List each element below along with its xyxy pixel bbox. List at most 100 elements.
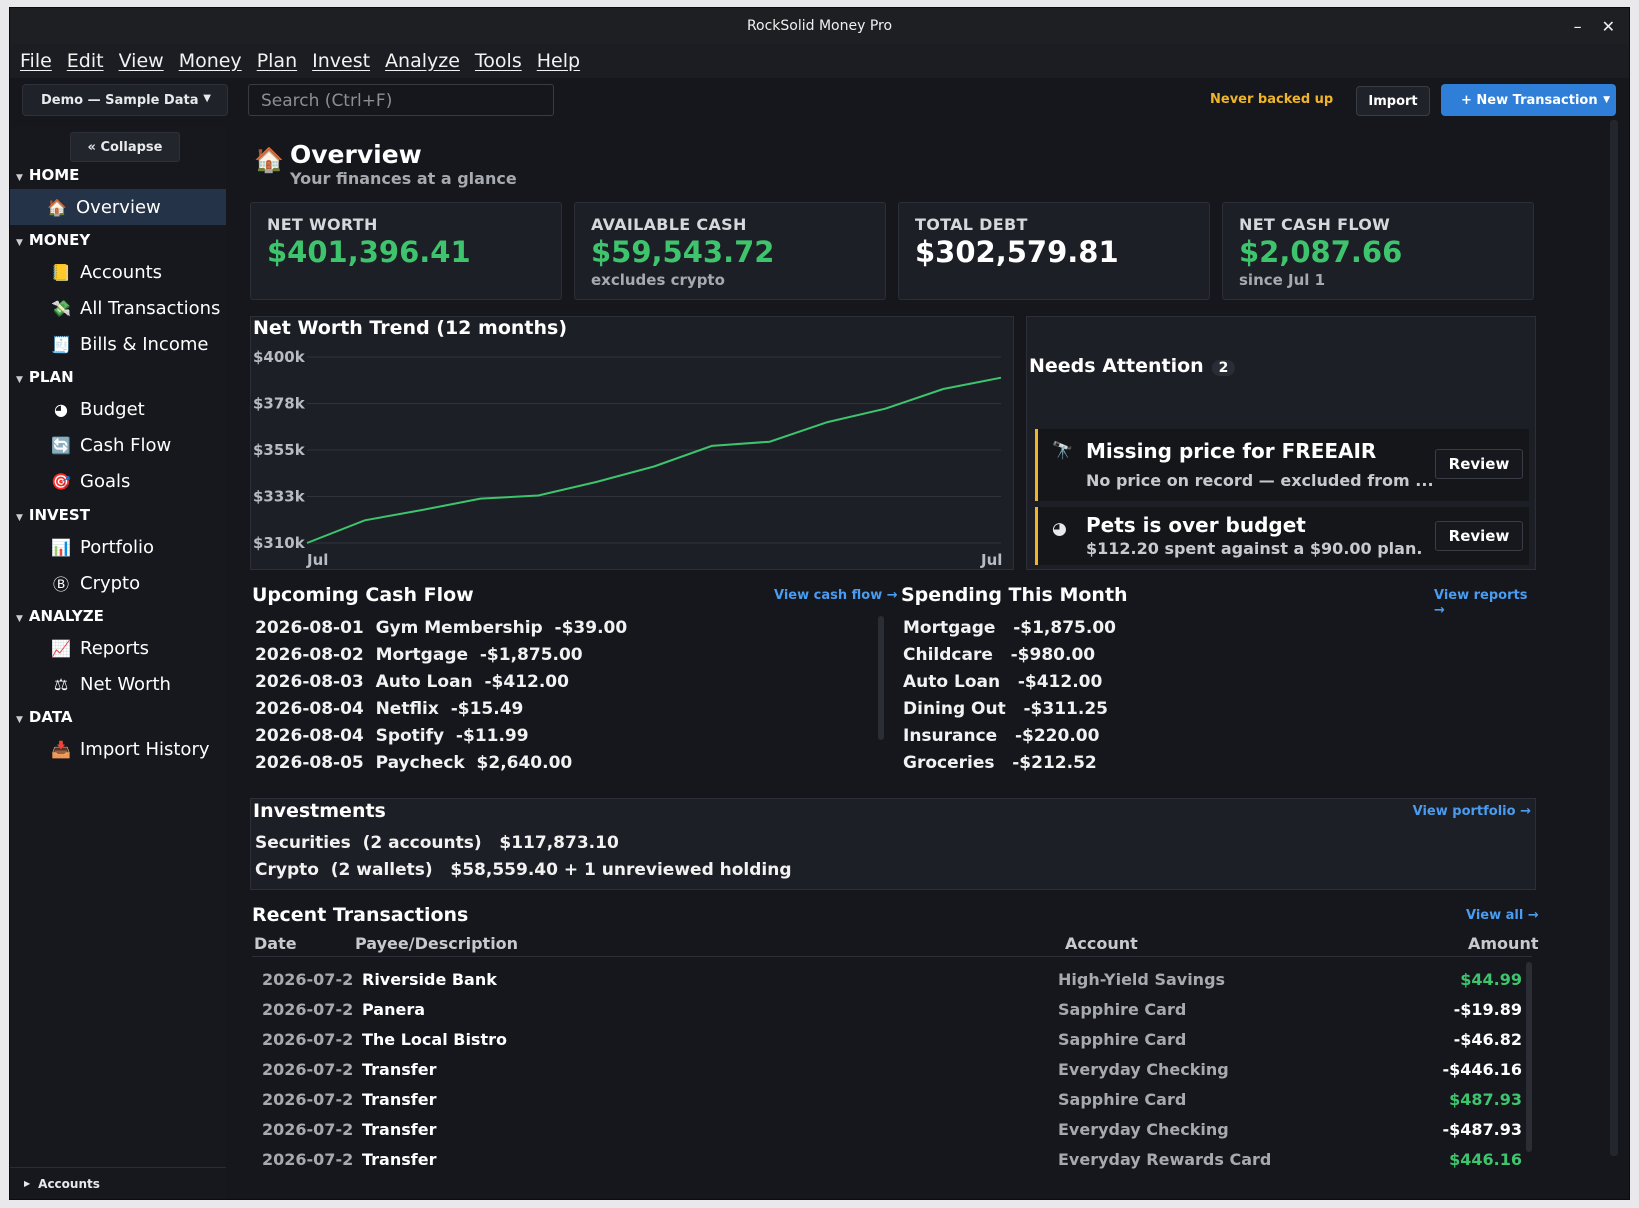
collapse-button[interactable]: « Collapse xyxy=(70,132,180,162)
spending-row: Childcare -$980.00 xyxy=(903,645,1096,665)
menu-edit[interactable]: Edit xyxy=(66,50,104,72)
x-tick-label: Jul xyxy=(980,551,1002,569)
section-analyze[interactable]: ▼ ANALYZE xyxy=(16,607,104,625)
kpi-label: AVAILABLE CASH xyxy=(591,215,747,234)
tx-account: Everyday Checking xyxy=(1058,1060,1229,1079)
kpi-net-worth[interactable]: NET WORTH $401,396.41 xyxy=(250,202,562,300)
table-row[interactable]: 2026-07-26 Panera Sapphire Card -$19.89 xyxy=(254,994,1522,1024)
sidebar-accounts-footer[interactable]: ▶ Accounts xyxy=(10,1167,226,1199)
kpi-total-debt[interactable]: TOTAL DEBT $302,579.81 xyxy=(898,202,1210,300)
section-home[interactable]: ▼ HOME xyxy=(16,166,79,184)
sidebar-item-portfolio[interactable]: 📊 Portfolio xyxy=(10,529,226,565)
cycle-icon: 🔄 xyxy=(51,435,71,455)
review-button[interactable]: Review xyxy=(1435,521,1523,551)
tx-account: High-Yield Savings xyxy=(1058,970,1226,989)
section-money[interactable]: ▼ MONEY xyxy=(16,231,90,249)
spending-row: Groceries -$212.52 xyxy=(903,753,1097,773)
kpi-net-cash-flow[interactable]: NET CASH FLOW $2,087.66 since Jul 1 xyxy=(1222,202,1534,300)
window-title: RockSolid Money Pro xyxy=(746,18,893,34)
tx-payee: Transfer xyxy=(362,1090,437,1109)
pie-chart-icon: ◕ xyxy=(1052,519,1067,539)
section-label: ANALYZE xyxy=(28,607,104,625)
spending-row: Mortgage -$1,875.00 xyxy=(903,618,1116,638)
table-row[interactable]: 2026-07-24 Transfer Sapphire Card $487.93 xyxy=(254,1084,1522,1114)
new-transaction-button[interactable]: + New Transaction ▼ xyxy=(1441,84,1616,116)
section-plan[interactable]: ▼ PLAN xyxy=(16,368,74,386)
profile-selector[interactable]: Demo — Sample Data ▼ xyxy=(22,84,228,116)
table-row[interactable]: 2026-07-26 The Local Bistro Sapphire Card -… xyxy=(254,1024,1522,1054)
y-tick-label: $333k xyxy=(253,488,306,506)
view-all-link[interactable]: View all → xyxy=(1466,908,1539,923)
menu-file[interactable]: File xyxy=(20,50,52,72)
table-row[interactable]: 2026-07-28 Riverside Bank High-Yield Savin… xyxy=(254,964,1522,994)
kpi-sub: since Jul 1 xyxy=(1239,271,1326,289)
menu-invest[interactable]: Invest xyxy=(312,50,371,72)
search-input[interactable]: Search (Ctrl+F) xyxy=(248,84,554,116)
chevron-down-icon[interactable]: ▼ xyxy=(1603,95,1610,105)
sidebar-item-label: Portfolio xyxy=(80,536,155,558)
sidebar-item-import-history[interactable]: 📥 Import History xyxy=(10,731,226,767)
col-account-header[interactable]: Account xyxy=(1065,934,1138,953)
sidebar-item-reports[interactable]: 📈 Reports xyxy=(10,630,226,666)
table-row[interactable]: 2026-07-24 Transfer Everyday Checking -$446… xyxy=(254,1054,1522,1084)
sidebar-item-accounts[interactable]: 📒 Accounts xyxy=(10,254,226,290)
kpi-available-cash[interactable]: AVAILABLE CASH $59,543.72 excludes crypt… xyxy=(574,202,886,300)
close-icon[interactable]: ✕ xyxy=(1601,16,1615,36)
sidebar-item-crypto[interactable]: Ⓑ Crypto xyxy=(10,565,226,601)
bar-chart-icon: 📊 xyxy=(51,537,71,557)
backup-status[interactable]: Never backed up xyxy=(1210,92,1334,107)
table-row[interactable]: 2026-07-24 Transfer Everyday Checking -$487… xyxy=(254,1114,1522,1144)
menu-help[interactable]: Help xyxy=(536,50,581,72)
table-row[interactable]: 2026-07-24 Transfer Everyday Rewards Card $… xyxy=(254,1144,1522,1174)
x-tick-label: Jul xyxy=(306,551,328,569)
menu-bar: File Edit View Money Plan Invest Analyze… xyxy=(10,44,1629,79)
menu-plan[interactable]: Plan xyxy=(256,50,298,72)
sidebar-item-goals[interactable]: 🎯 Goals xyxy=(10,463,226,499)
tx-amount: -$446.16 xyxy=(1442,1060,1522,1079)
section-invest[interactable]: ▼ INVEST xyxy=(16,506,90,524)
binoculars-icon: 🔭 xyxy=(1052,441,1074,461)
main-scrollbar[interactable] xyxy=(1610,120,1618,1156)
col-payee-header[interactable]: Payee/Description xyxy=(355,934,519,953)
view-reports-link[interactable]: View reports → xyxy=(1434,588,1528,618)
sidebar-item-label: All Transactions xyxy=(80,297,221,319)
target-icon: 🎯 xyxy=(51,471,71,491)
sidebar-item-bills-income[interactable]: 🧾 Bills & Income xyxy=(10,326,226,362)
tx-amount: $487.93 xyxy=(1449,1090,1522,1109)
menu-analyze[interactable]: Analyze xyxy=(385,50,460,72)
toolbar: Demo — Sample Data ▼ Search (Ctrl+F) Nev… xyxy=(10,78,1629,126)
sidebar-item-net-worth[interactable]: ⚖ Net Worth xyxy=(10,666,226,702)
tx-amount: -$19.89 xyxy=(1453,1000,1522,1019)
new-transaction-label: + New Transaction xyxy=(1461,92,1598,108)
sidebar-item-all-transactions[interactable]: 💸 All Transactions xyxy=(10,290,226,326)
col-amount-header[interactable]: Amount xyxy=(1468,934,1539,953)
kpi-value: $302,579.81 xyxy=(915,235,1119,269)
upcoming-scrollbar[interactable] xyxy=(878,616,884,740)
sidebar-item-overview[interactable]: 🏠 Overview xyxy=(10,189,226,225)
chevron-down-icon: ▼ xyxy=(16,513,23,523)
y-tick-label: $310k xyxy=(253,534,306,552)
sidebar-item-label: Bills & Income xyxy=(80,333,209,355)
view-cash-flow-link[interactable]: View cash flow → xyxy=(774,588,898,603)
main-content: 🏠 Overview Your finances at a glance NET… xyxy=(242,126,1542,1199)
menu-money[interactable]: Money xyxy=(178,50,242,72)
recent-transactions-title: Recent Transactions xyxy=(252,904,469,926)
y-tick-label: $378k xyxy=(253,395,306,413)
review-button[interactable]: Review xyxy=(1435,449,1523,479)
attention-title: Needs Attention 2 xyxy=(1029,355,1236,377)
menu-tools[interactable]: Tools xyxy=(474,50,522,72)
sidebar-item-cash-flow[interactable]: 🔄 Cash Flow xyxy=(10,427,226,463)
menu-view[interactable]: View xyxy=(118,50,164,72)
minimize-icon[interactable]: – xyxy=(1573,16,1582,36)
sidebar-item-budget[interactable]: ◕ Budget xyxy=(10,391,226,427)
import-button[interactable]: Import xyxy=(1356,86,1430,116)
tx-payee: Panera xyxy=(362,1000,426,1019)
transactions-scrollbar[interactable] xyxy=(1526,962,1532,1152)
tx-payee: Transfer xyxy=(362,1150,437,1169)
report-icon: 📈 xyxy=(51,638,71,658)
chevron-down-icon: ▼ xyxy=(16,173,23,183)
section-data[interactable]: ▼ DATA xyxy=(16,708,73,726)
col-date-header[interactable]: Date xyxy=(254,934,297,953)
view-portfolio-link[interactable]: View portfolio → xyxy=(1412,804,1531,819)
